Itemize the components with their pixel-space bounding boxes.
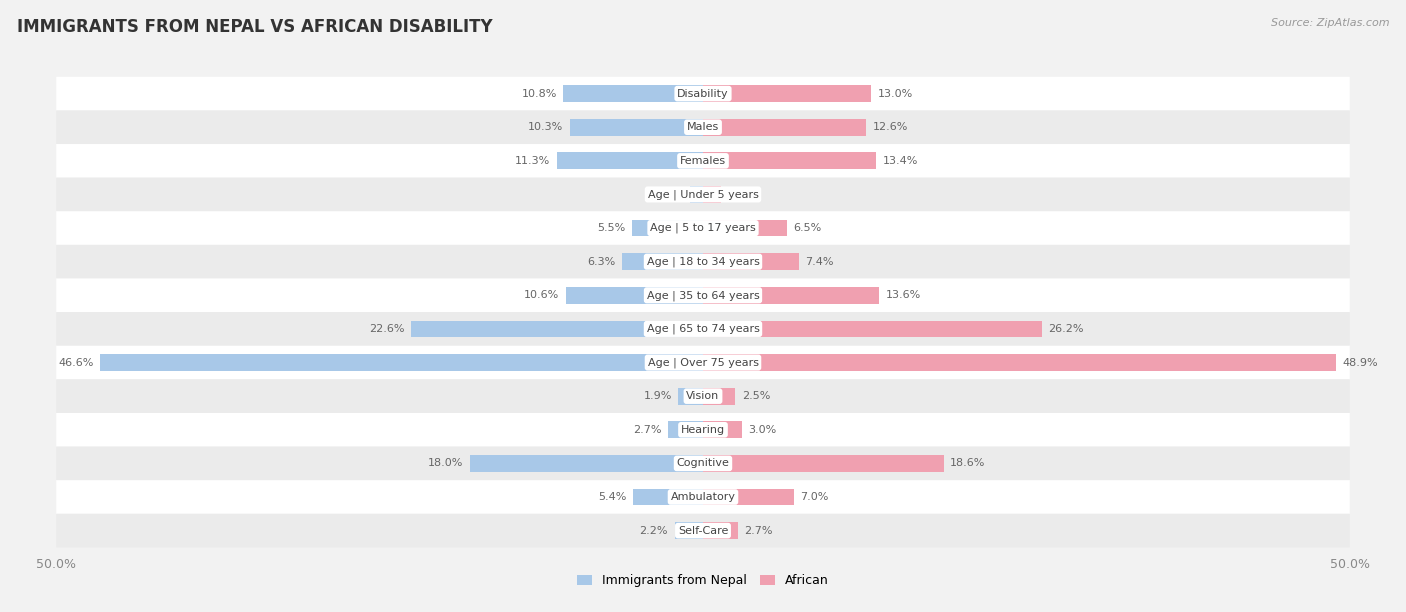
- Text: Age | 35 to 64 years: Age | 35 to 64 years: [647, 290, 759, 300]
- Text: Self-Care: Self-Care: [678, 526, 728, 536]
- FancyBboxPatch shape: [56, 278, 1350, 312]
- Text: Age | 18 to 34 years: Age | 18 to 34 years: [647, 256, 759, 267]
- Bar: [675, 522, 703, 539]
- Bar: [703, 388, 735, 405]
- Bar: [690, 186, 703, 203]
- Bar: [470, 455, 703, 472]
- Bar: [565, 287, 703, 304]
- FancyBboxPatch shape: [56, 480, 1350, 514]
- Bar: [703, 253, 799, 270]
- Text: 22.6%: 22.6%: [368, 324, 404, 334]
- Bar: [703, 522, 738, 539]
- Text: 46.6%: 46.6%: [59, 357, 94, 368]
- FancyBboxPatch shape: [56, 312, 1350, 346]
- Text: 1.0%: 1.0%: [655, 190, 683, 200]
- Text: 2.5%: 2.5%: [742, 391, 770, 401]
- FancyBboxPatch shape: [56, 514, 1350, 548]
- Text: 1.4%: 1.4%: [727, 190, 756, 200]
- FancyBboxPatch shape: [56, 211, 1350, 245]
- Legend: Immigrants from Nepal, African: Immigrants from Nepal, African: [572, 569, 834, 592]
- Text: Disability: Disability: [678, 89, 728, 99]
- Text: 18.0%: 18.0%: [429, 458, 464, 468]
- Text: 7.0%: 7.0%: [800, 492, 828, 502]
- Text: Age | 5 to 17 years: Age | 5 to 17 years: [650, 223, 756, 233]
- Text: 7.4%: 7.4%: [806, 256, 834, 267]
- Bar: [557, 152, 703, 170]
- Text: Source: ZipAtlas.com: Source: ZipAtlas.com: [1271, 18, 1389, 28]
- FancyBboxPatch shape: [56, 447, 1350, 480]
- Text: 2.2%: 2.2%: [640, 526, 668, 536]
- Bar: [633, 488, 703, 506]
- Text: Ambulatory: Ambulatory: [671, 492, 735, 502]
- Bar: [631, 220, 703, 236]
- Text: Age | Over 75 years: Age | Over 75 years: [648, 357, 758, 368]
- Bar: [679, 388, 703, 405]
- Text: 3.0%: 3.0%: [748, 425, 776, 435]
- Text: Cognitive: Cognitive: [676, 458, 730, 468]
- FancyBboxPatch shape: [56, 346, 1350, 379]
- Bar: [703, 220, 787, 236]
- Bar: [703, 85, 872, 102]
- Text: 11.3%: 11.3%: [515, 156, 550, 166]
- Text: Females: Females: [681, 156, 725, 166]
- Bar: [703, 488, 793, 506]
- Bar: [703, 321, 1042, 337]
- Text: Age | Under 5 years: Age | Under 5 years: [648, 189, 758, 200]
- Bar: [703, 152, 876, 170]
- Text: Males: Males: [688, 122, 718, 132]
- Text: 5.4%: 5.4%: [599, 492, 627, 502]
- Bar: [703, 354, 1336, 371]
- Text: 12.6%: 12.6%: [873, 122, 908, 132]
- Text: 26.2%: 26.2%: [1049, 324, 1084, 334]
- Bar: [564, 85, 703, 102]
- Text: 2.7%: 2.7%: [633, 425, 662, 435]
- Bar: [703, 186, 721, 203]
- FancyBboxPatch shape: [56, 110, 1350, 144]
- FancyBboxPatch shape: [56, 144, 1350, 177]
- Text: Age | 65 to 74 years: Age | 65 to 74 years: [647, 324, 759, 334]
- Text: 18.6%: 18.6%: [950, 458, 986, 468]
- FancyBboxPatch shape: [56, 177, 1350, 211]
- Bar: [668, 422, 703, 438]
- Bar: [621, 253, 703, 270]
- Bar: [703, 455, 943, 472]
- FancyBboxPatch shape: [56, 413, 1350, 447]
- FancyBboxPatch shape: [56, 76, 1350, 110]
- Text: 13.6%: 13.6%: [886, 290, 921, 300]
- Bar: [569, 119, 703, 136]
- Text: Vision: Vision: [686, 391, 720, 401]
- Text: 6.5%: 6.5%: [793, 223, 821, 233]
- Text: IMMIGRANTS FROM NEPAL VS AFRICAN DISABILITY: IMMIGRANTS FROM NEPAL VS AFRICAN DISABIL…: [17, 18, 492, 36]
- Text: 10.8%: 10.8%: [522, 89, 557, 99]
- Bar: [411, 321, 703, 337]
- Text: 5.5%: 5.5%: [598, 223, 626, 233]
- Text: 13.0%: 13.0%: [877, 89, 912, 99]
- FancyBboxPatch shape: [56, 245, 1350, 278]
- Text: 2.7%: 2.7%: [744, 526, 773, 536]
- Text: 13.4%: 13.4%: [883, 156, 918, 166]
- Text: 10.6%: 10.6%: [524, 290, 560, 300]
- Text: Hearing: Hearing: [681, 425, 725, 435]
- Text: 10.3%: 10.3%: [529, 122, 564, 132]
- Text: 1.9%: 1.9%: [644, 391, 672, 401]
- Text: 48.9%: 48.9%: [1341, 357, 1378, 368]
- FancyBboxPatch shape: [56, 379, 1350, 413]
- Text: 6.3%: 6.3%: [586, 256, 614, 267]
- Bar: [703, 422, 742, 438]
- Bar: [703, 287, 879, 304]
- Bar: [703, 119, 866, 136]
- Bar: [100, 354, 703, 371]
